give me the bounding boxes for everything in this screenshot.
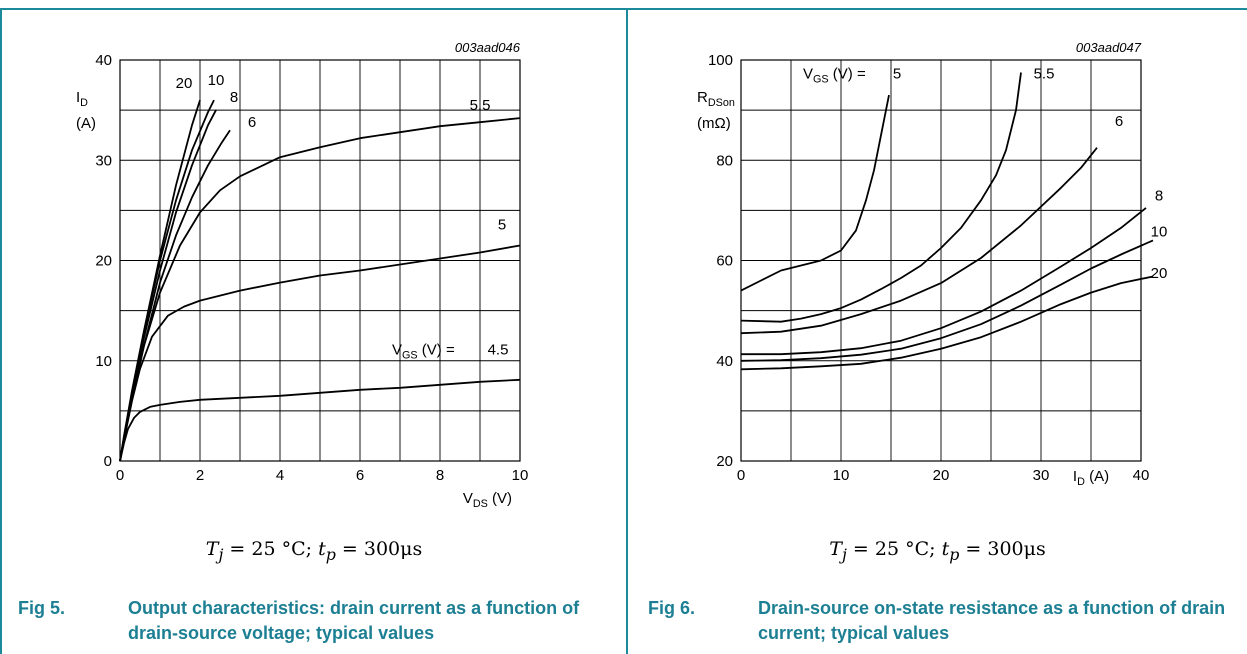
curve-vgs-8 xyxy=(119,109,217,462)
x-tick-label: 20 xyxy=(933,467,950,484)
x-tick-label: 10 xyxy=(833,467,850,484)
x-tick-label: 0 xyxy=(737,467,745,484)
figure-5-panel: 0 2 4 6 8 10 0 10 20 30 40 003aad046 ID (A) VDS (V) 20 1… xyxy=(0,8,628,654)
curve-label-vgs: 5.5 xyxy=(1034,66,1055,83)
y-tick-label: 10 xyxy=(95,353,112,370)
y-tick-label: 20 xyxy=(95,253,112,270)
x-tick-label: 10 xyxy=(512,467,529,484)
y-axis-unit: (A) xyxy=(76,115,96,132)
x-tick-label: 6 xyxy=(356,467,364,484)
test-conditions-fig6: Tj = 25 °C; tp = 300μs xyxy=(829,538,1046,564)
plot-area xyxy=(740,59,1142,462)
figure-6-panel: 0 10 20 30 40 20 40 60 80 100 003aad047 RDSon (mΩ) ID… xyxy=(628,0,1247,654)
on-resistance-chart: 0 10 20 30 40 20 40 60 80 100 003aad047 RDSon (mΩ) ID… xyxy=(697,40,1168,488)
figure-code: 003aad047 xyxy=(1076,40,1142,55)
x-tick-label: 30 xyxy=(1033,467,1050,484)
y-tick-label: 40 xyxy=(716,353,733,370)
y-tick-label: 0 xyxy=(104,453,112,470)
figure-code: 003aad046 xyxy=(455,40,521,55)
curve-vgs-6 xyxy=(740,147,1098,335)
curve-label-vgs: 8 xyxy=(230,89,238,106)
curve-vgs-20 xyxy=(740,275,1154,371)
frame-top-rule xyxy=(0,8,628,10)
y-tick-label: 60 xyxy=(716,253,733,270)
curve-label-vgs: 10 xyxy=(1151,223,1168,240)
vgs-prefix-label: VGS (V) = xyxy=(392,342,455,362)
x-axis-label: VDS (V) xyxy=(463,490,512,510)
figure-6-title: Drain-source on-state resistance as a fu… xyxy=(758,598,1226,643)
curve-label-vgs: 5.5 xyxy=(470,97,491,114)
figure-5-title: Output characteristics: drain current as… xyxy=(128,598,580,643)
y-axis-unit: (mΩ) xyxy=(697,115,731,132)
plot-frame xyxy=(119,59,521,462)
curve-vgs-5_5 xyxy=(740,72,1022,323)
frame-top-rule xyxy=(628,8,1247,10)
curve-vgs-8 xyxy=(741,207,1147,356)
curve-vgs-5 xyxy=(119,244,521,462)
curve-vgs-6 xyxy=(119,129,231,462)
curve-label-vgs: 5 xyxy=(893,66,901,83)
x-tick-label: 0 xyxy=(116,467,124,484)
curve-label-vgs: 6 xyxy=(1115,113,1123,130)
y-tick-label: 30 xyxy=(95,152,112,169)
frame-middle-rule xyxy=(626,8,628,654)
curve-label-vgs: 20 xyxy=(1151,265,1168,282)
plot-frame xyxy=(740,59,1142,462)
x-axis-label: ID (A) xyxy=(1073,468,1109,488)
vgs-prefix-label: VGS (V) = xyxy=(803,66,866,86)
y-axis-label: ID xyxy=(76,89,88,109)
plot-area xyxy=(119,59,521,462)
curve-label-vgs: 5 xyxy=(498,216,506,233)
y-tick-label: 80 xyxy=(716,152,733,169)
curve-label-vgs: 4.5 xyxy=(488,342,509,359)
x-tick-label: 40 xyxy=(1133,467,1150,484)
curve-vgs-5_5 xyxy=(119,117,521,462)
x-tick-label: 8 xyxy=(436,467,444,484)
y-tick-label: 40 xyxy=(95,52,112,69)
test-conditions-fig5: Tj = 25 °C; tp = 300μs xyxy=(205,538,423,564)
x-tick-label: 4 xyxy=(276,467,284,484)
y-tick-label: 100 xyxy=(708,52,733,69)
curve-label-vgs: 10 xyxy=(208,72,225,89)
y-tick-label: 20 xyxy=(716,453,733,470)
figure-6-number: Fig 6. xyxy=(648,598,696,618)
y-axis-label: RDSon xyxy=(697,89,735,109)
x-tick-label: 2 xyxy=(196,467,204,484)
curve-label-vgs: 8 xyxy=(1155,187,1163,204)
curve-vgs-10 xyxy=(740,239,1154,362)
frame-left-rule xyxy=(0,8,2,654)
curve-vgs-5 xyxy=(740,94,890,292)
curve-label-vgs: 6 xyxy=(248,114,256,131)
curve-label-vgs: 20 xyxy=(176,75,193,92)
figure-5-number: Fig 5. xyxy=(18,598,66,618)
curve-vgs-4_5 xyxy=(119,378,521,462)
